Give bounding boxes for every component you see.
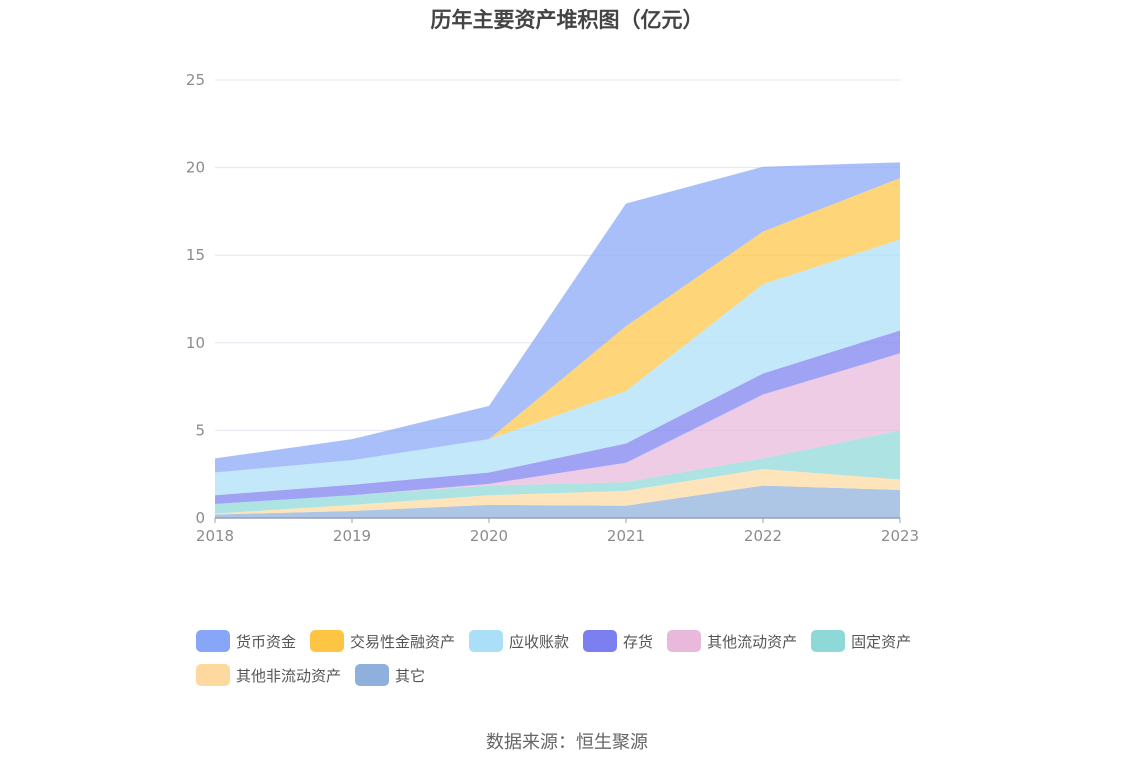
- y-tick-label: 5: [195, 421, 205, 439]
- legend-swatch: [469, 630, 504, 652]
- area-series: [215, 162, 900, 473]
- legend-label: 其他非流动资产: [236, 666, 342, 685]
- legend-item-others[interactable]: 其它: [355, 664, 425, 686]
- legend-label: 交易性金融资产: [350, 632, 456, 651]
- x-tick-label: 2018: [196, 527, 234, 545]
- area-series: [215, 485, 900, 518]
- area-series: [215, 239, 900, 496]
- legend-swatch: [196, 630, 230, 652]
- legend-swatch: [811, 630, 846, 652]
- area-series: [215, 178, 900, 473]
- y-tick-label: 20: [186, 159, 205, 177]
- legend-label: 固定资产: [851, 632, 912, 651]
- legend-item-trading-financial-assets[interactable]: 交易性金融资产: [310, 630, 455, 652]
- y-tick-label: 0: [195, 509, 205, 527]
- legend-label: 存货: [623, 632, 654, 651]
- area-series: [215, 353, 900, 504]
- area-series: [215, 468, 900, 515]
- legend-swatch: [196, 664, 230, 686]
- legend-item-other-non-current-assets[interactable]: 其他非流动资产: [196, 664, 341, 686]
- x-tick-label: 2020: [470, 527, 508, 545]
- x-tick-label: 2022: [744, 527, 782, 545]
- stacked-area-chart: 0 5 10 15 20 25 2018 2019 2020 2021 2022 2023: [186, 71, 919, 545]
- legend-label: 其他流动资产: [707, 632, 798, 651]
- legend-item-monetary-funds[interactable]: 货币资金: [196, 630, 296, 652]
- legend-swatch: [583, 630, 618, 652]
- legend-swatch: [667, 630, 702, 652]
- legend-item-inventory[interactable]: 存货: [583, 630, 653, 652]
- x-tick-label: 2023: [881, 527, 919, 545]
- area-series: [215, 330, 900, 504]
- y-tick-label: 25: [186, 71, 205, 89]
- legend-swatch: [355, 664, 390, 686]
- y-tick-label: 15: [186, 246, 205, 264]
- legend-item-other-current-assets[interactable]: 其他流动资产: [667, 630, 797, 652]
- legend-label: 应收账款: [509, 632, 570, 651]
- chart-title: 历年主要资产堆积图（亿元）: [430, 8, 704, 32]
- chart-legend: 货币资金 交易性金融资产 应收账款 存货 其他流动资产 固定资产 其他非流动资产…: [196, 630, 956, 686]
- data-source-note: 数据来源：恒生聚源: [486, 732, 648, 753]
- x-tick-label: 2019: [333, 527, 371, 545]
- legend-item-accounts-receivable[interactable]: 应收账款: [469, 630, 569, 652]
- legend-item-fixed-assets[interactable]: 固定资产: [811, 630, 911, 652]
- y-tick-label: 10: [186, 334, 205, 352]
- legend-label: 货币资金: [236, 632, 297, 651]
- legend-label: 其它: [395, 666, 426, 685]
- x-tick-label: 2021: [607, 527, 645, 545]
- legend-swatch: [310, 630, 345, 652]
